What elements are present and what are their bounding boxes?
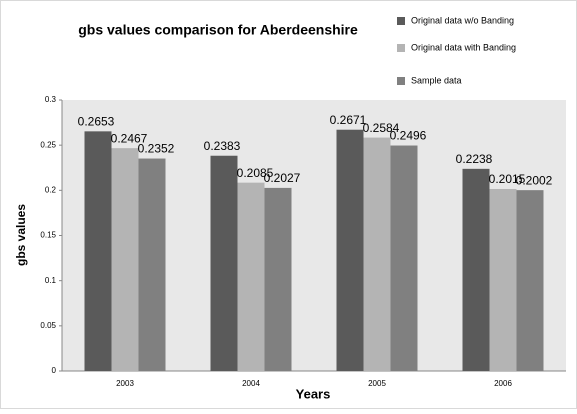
x-tick-label: 2006	[494, 379, 512, 388]
y-tick-label: 0.15	[40, 231, 56, 240]
bar	[264, 187, 292, 371]
bar	[516, 190, 544, 371]
value-label: 0.2653	[78, 115, 115, 129]
bar	[336, 129, 364, 371]
y-tick-label: 0.3	[45, 95, 57, 104]
x-tick-label: 2005	[368, 379, 386, 388]
chart-title: gbs values comparison for Aberdeenshire	[78, 22, 358, 38]
legend-swatch	[397, 77, 405, 85]
y-axis-label: gbs values	[14, 204, 28, 266]
value-label: 0.2383	[204, 139, 241, 153]
bar	[462, 168, 490, 371]
y-tick-label: 0	[52, 366, 57, 375]
legend-label: Original data with Banding	[411, 42, 516, 52]
y-tick-label: 0.2	[45, 185, 57, 194]
value-label: 0.2238	[456, 152, 493, 166]
value-label: 0.2027	[264, 171, 301, 185]
y-tick-label: 0.25	[40, 140, 56, 149]
legend-label: Sample data	[411, 75, 462, 85]
bar	[210, 155, 238, 371]
bar	[111, 148, 139, 371]
value-label: 0.2002	[516, 173, 553, 187]
x-tick-label: 2003	[116, 379, 134, 388]
bar	[363, 137, 391, 371]
bar	[84, 131, 112, 371]
value-label: 0.2467	[111, 131, 148, 145]
bar	[489, 188, 517, 371]
bar	[237, 182, 265, 371]
value-label: 0.2671	[330, 113, 367, 127]
value-label: 0.2085	[237, 166, 274, 180]
legend-swatch	[397, 17, 405, 25]
legend-label: Original data w/o Banding	[411, 15, 514, 25]
x-axis-label: Years	[296, 386, 331, 401]
y-tick-label: 0.05	[40, 321, 56, 330]
value-label: 0.2015	[489, 172, 526, 186]
value-label: 0.2496	[390, 129, 427, 143]
y-tick-label: 0.1	[45, 276, 57, 285]
bar	[390, 145, 418, 371]
value-label: 0.2352	[138, 142, 175, 156]
x-tick-label: 2004	[242, 379, 260, 388]
bar	[138, 158, 166, 371]
legend-swatch	[397, 44, 405, 52]
value-label: 0.2584	[363, 121, 400, 135]
